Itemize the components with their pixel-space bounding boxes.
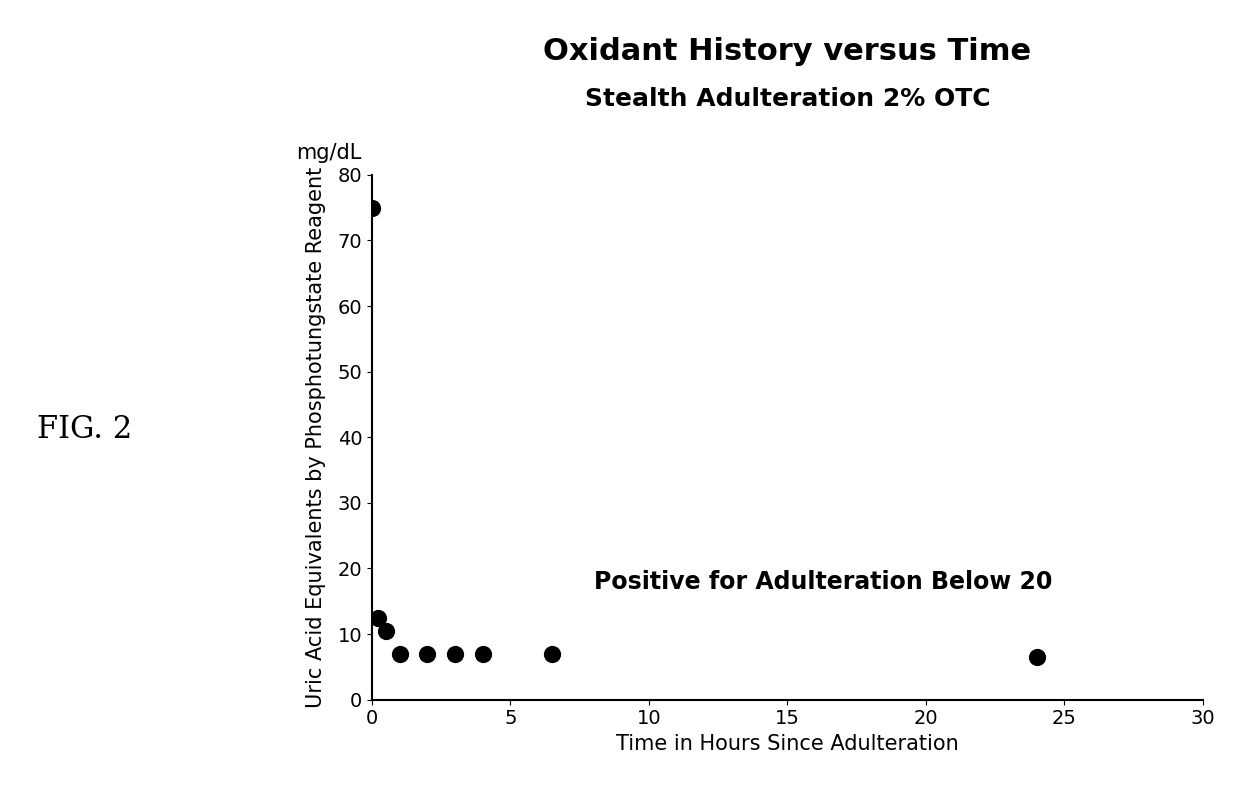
Point — [418, 647, 438, 660]
Point — [376, 624, 396, 637]
X-axis label: Time in Hours Since Adulteration: Time in Hours Since Adulteration — [616, 734, 959, 754]
Text: Oxidant History versus Time: Oxidant History versus Time — [543, 37, 1032, 66]
Text: mg/dL: mg/dL — [296, 143, 361, 163]
Point — [1027, 650, 1047, 663]
Text: Stealth Adulteration 2% OTC: Stealth Adulteration 2% OTC — [584, 87, 991, 111]
Y-axis label: Uric Acid Equivalents by Phosphotungstate Reagent: Uric Acid Equivalents by Phosphotungstat… — [306, 167, 326, 708]
Point — [542, 647, 562, 660]
Text: Positive for Adulteration Below 20: Positive for Adulteration Below 20 — [594, 569, 1052, 594]
Point — [362, 201, 382, 214]
Point — [367, 611, 387, 624]
Text: FIG. 2: FIG. 2 — [37, 414, 133, 444]
Point — [445, 647, 465, 660]
Point — [389, 647, 409, 660]
Point — [472, 647, 492, 660]
